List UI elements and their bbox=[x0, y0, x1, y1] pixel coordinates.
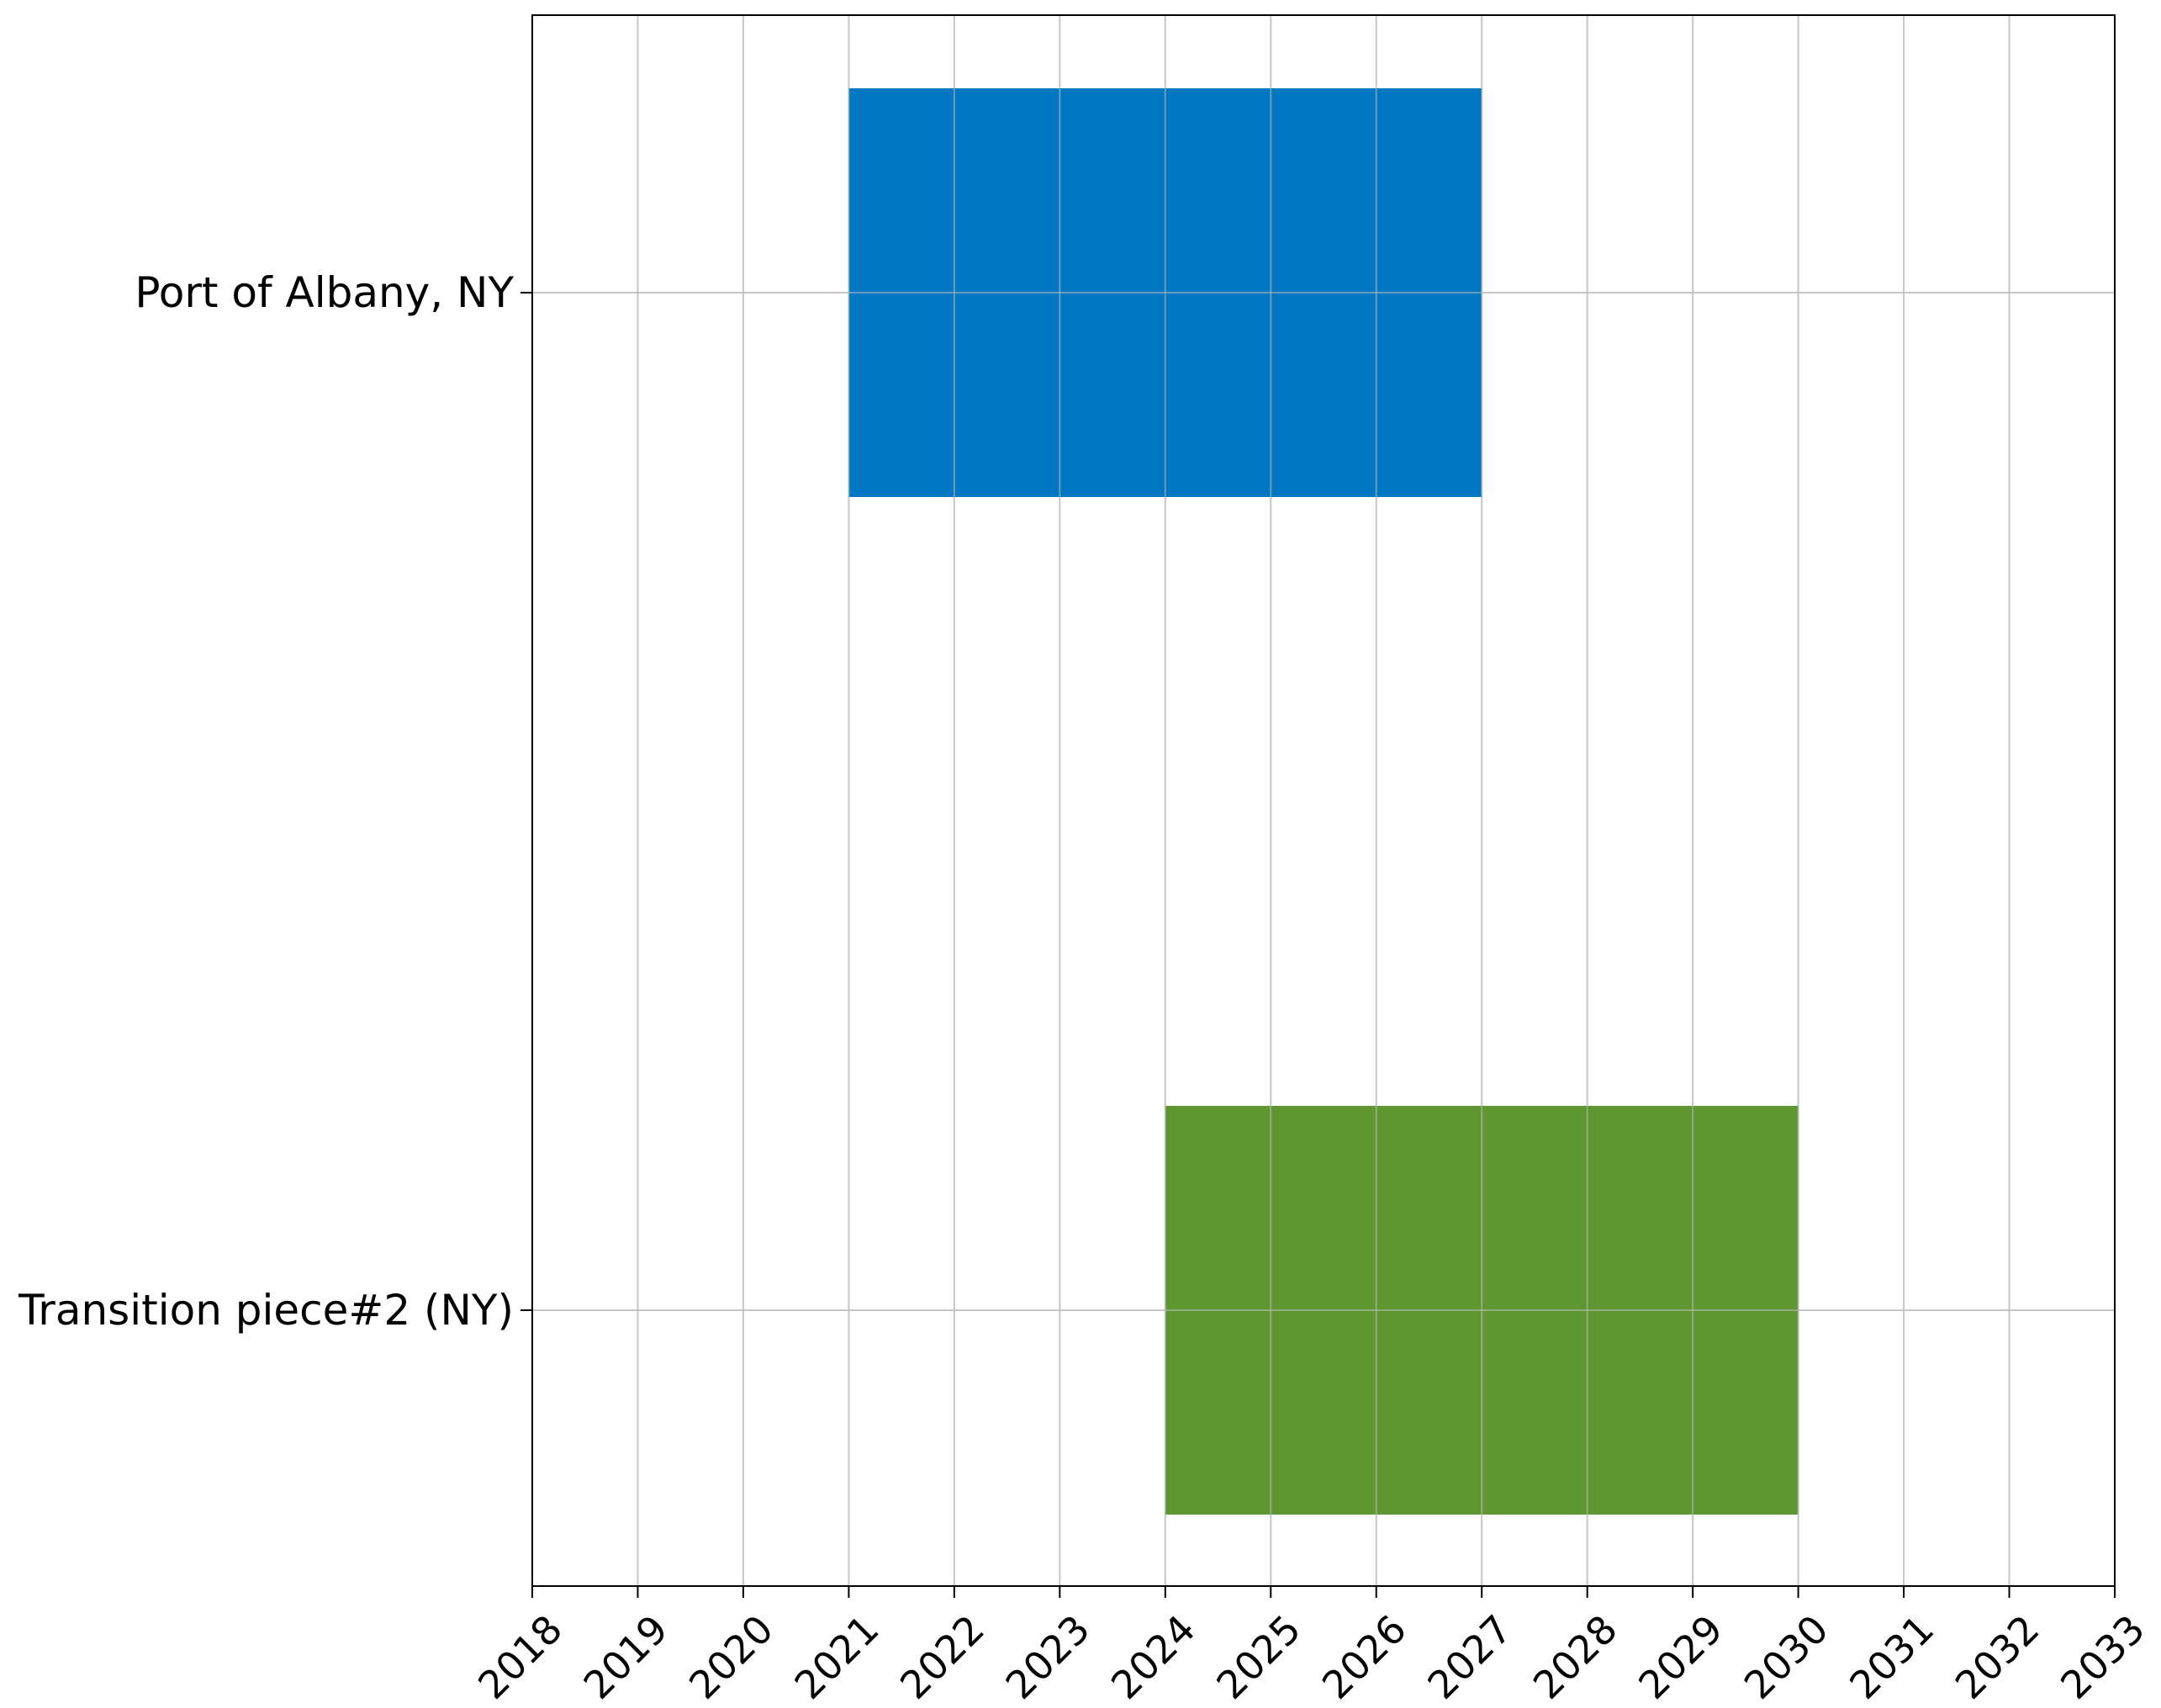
plot-area-frame bbox=[531, 14, 2116, 1587]
grid-overlay bbox=[531, 15, 2116, 1586]
category-label: Transition piece#2 (NY) bbox=[18, 1286, 514, 1335]
category-label: Port of Albany, NY bbox=[135, 268, 514, 317]
